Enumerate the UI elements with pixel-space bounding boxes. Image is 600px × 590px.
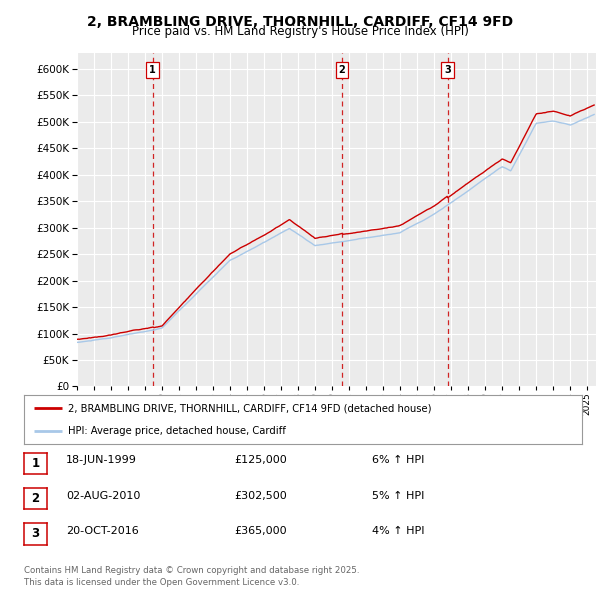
Text: Price paid vs. HM Land Registry's House Price Index (HPI): Price paid vs. HM Land Registry's House … bbox=[131, 25, 469, 38]
Text: 2: 2 bbox=[31, 492, 40, 505]
Text: 6% ↑ HPI: 6% ↑ HPI bbox=[372, 455, 424, 465]
Text: £365,000: £365,000 bbox=[234, 526, 287, 536]
Text: 2: 2 bbox=[338, 65, 345, 75]
Text: 4% ↑ HPI: 4% ↑ HPI bbox=[372, 526, 425, 536]
Text: £125,000: £125,000 bbox=[234, 455, 287, 465]
Text: 2, BRAMBLING DRIVE, THORNHILL, CARDIFF, CF14 9FD (detached house): 2, BRAMBLING DRIVE, THORNHILL, CARDIFF, … bbox=[68, 404, 431, 414]
Text: £302,500: £302,500 bbox=[234, 491, 287, 500]
Text: 3: 3 bbox=[445, 65, 451, 75]
Text: 1: 1 bbox=[31, 457, 40, 470]
Text: 5% ↑ HPI: 5% ↑ HPI bbox=[372, 491, 424, 500]
Text: 1: 1 bbox=[149, 65, 156, 75]
Text: 3: 3 bbox=[31, 527, 40, 540]
Text: 2, BRAMBLING DRIVE, THORNHILL, CARDIFF, CF14 9FD: 2, BRAMBLING DRIVE, THORNHILL, CARDIFF, … bbox=[87, 15, 513, 29]
Text: Contains HM Land Registry data © Crown copyright and database right 2025.
This d: Contains HM Land Registry data © Crown c… bbox=[24, 566, 359, 587]
Text: 20-OCT-2016: 20-OCT-2016 bbox=[66, 526, 139, 536]
Text: 02-AUG-2010: 02-AUG-2010 bbox=[66, 491, 140, 500]
Text: 18-JUN-1999: 18-JUN-1999 bbox=[66, 455, 137, 465]
Text: HPI: Average price, detached house, Cardiff: HPI: Average price, detached house, Card… bbox=[68, 425, 286, 435]
